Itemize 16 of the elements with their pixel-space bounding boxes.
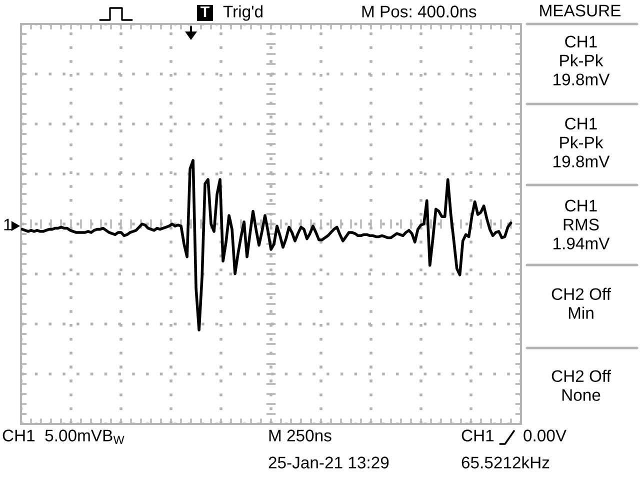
text: M Pos: 400.0ns bbox=[362, 6, 476, 18]
text: 0.00V bbox=[524, 430, 566, 442]
text: CH1 RMS 1.94mV bbox=[554, 200, 610, 250]
text: M 250ns bbox=[269, 430, 332, 442]
text: MEASURE bbox=[540, 4, 620, 16]
text: CH1 Pk-Pk 19.8mV bbox=[554, 36, 610, 86]
text: Trig'd bbox=[223, 5, 262, 21]
text: 1 bbox=[4, 218, 12, 230]
text: 25-Jan-21 13:29 bbox=[268, 456, 389, 468]
text: 65.5212kHz bbox=[462, 456, 550, 468]
text: CH2 Off Min bbox=[552, 288, 611, 319]
text: CH1 bbox=[462, 430, 494, 442]
text: CH1 5.00mVB$_{W}$ bbox=[2, 430, 124, 444]
text: T bbox=[200, 6, 210, 17]
text: CH2 Off None bbox=[552, 370, 611, 401]
text: CH1 Pk-Pk 19.8mV bbox=[554, 118, 610, 168]
